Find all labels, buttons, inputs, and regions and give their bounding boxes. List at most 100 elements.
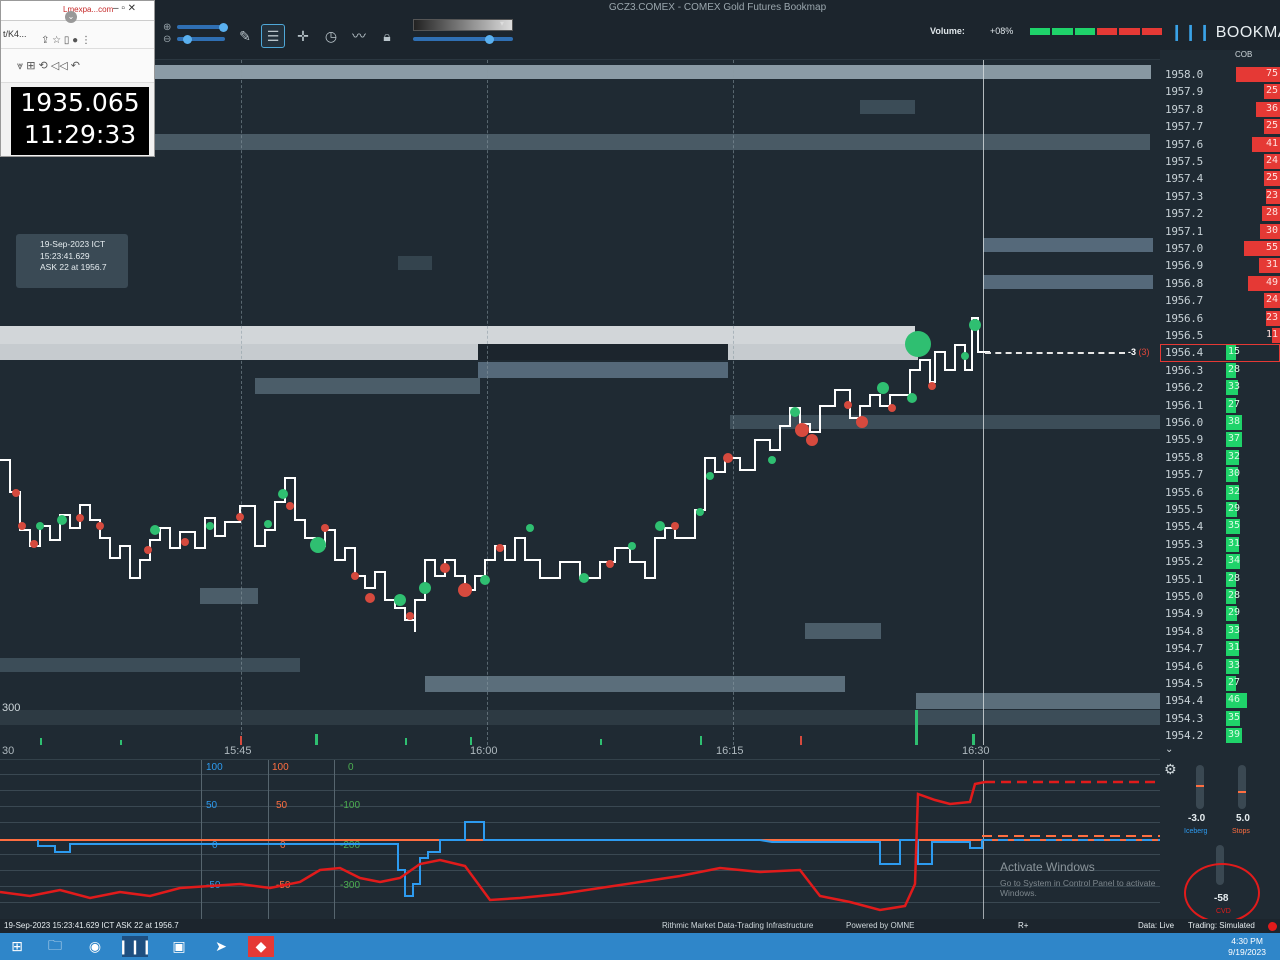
message-icon[interactable]: ☰ xyxy=(261,24,285,48)
zoom-slider-top[interactable] xyxy=(177,22,228,32)
overlay-clock-window[interactable]: Lmexpa...com – ▫ ✕ ⌄ t/K4... ⇪ ☆ ▯ ● ⋮ ⩔… xyxy=(0,0,155,157)
zoom-slider-bottom[interactable] xyxy=(177,34,225,44)
ladder-price: 1957.8 xyxy=(1165,102,1203,116)
ladder-row[interactable]: 1955.9 37 xyxy=(1160,431,1280,448)
indicator-icon[interactable]: 〰 xyxy=(352,28,366,44)
contrast-slider[interactable] xyxy=(413,34,513,44)
ladder-row[interactable]: 1958.0 75 xyxy=(1160,66,1280,83)
ladder-row[interactable]: 1957.8 36 xyxy=(1160,101,1280,118)
ladder-price: 1955.3 xyxy=(1165,537,1203,551)
ladder-price: 1955.8 xyxy=(1165,450,1203,464)
ladder-row[interactable]: 1954.2 39 xyxy=(1160,727,1280,744)
lock-icon[interactable]: 🔒︎ xyxy=(383,27,391,44)
brand-text: BOOKMAP xyxy=(1215,24,1280,41)
ladder-row[interactable]: 1954.6 33 xyxy=(1160,658,1280,675)
ladder-size-bar xyxy=(1226,449,1239,465)
ladder-qty: 24 xyxy=(1265,294,1278,306)
volume-bar xyxy=(1030,28,1162,35)
chevron-down-icon[interactable]: ⌄ xyxy=(65,11,77,23)
ladder-row[interactable]: 1955.1 28 xyxy=(1160,571,1280,588)
indicator-panel[interactable]: 100 50 0 -50 100 50 0 -50 0 -100 -200 -3… xyxy=(0,759,1160,920)
tooltip-date: 19-Sep-2023 ICT xyxy=(40,239,106,249)
overlay-url[interactable]: t/K4... xyxy=(3,29,27,39)
ladder-row[interactable]: 1956.0 38 xyxy=(1160,414,1280,431)
annotation-circle xyxy=(1184,863,1260,923)
ladder-size-bar xyxy=(1226,484,1239,500)
ladder-row[interactable]: 1956.1 27 xyxy=(1160,397,1280,414)
ladder-row[interactable]: 1954.5 27 xyxy=(1160,675,1280,692)
ladder-row[interactable]: 1957.0 55 xyxy=(1160,240,1280,257)
ladder-price: 1956.2 xyxy=(1165,381,1203,395)
ladder-row[interactable]: 1956.8 49 xyxy=(1160,275,1280,292)
window-title: GCZ3.COMEX - COMEX Gold Futures Bookmap xyxy=(155,0,1280,16)
zoom-in-icon[interactable]: ⊕ xyxy=(163,22,172,33)
ladder-row[interactable]: 1957.6 41 xyxy=(1160,136,1280,153)
ladder-row[interactable]: 1957.7 25 xyxy=(1160,118,1280,135)
ladder-row[interactable]: 1955.0 28 xyxy=(1160,588,1280,605)
bookmap-taskbar-icon[interactable]: ❙❙❙ xyxy=(117,936,153,957)
browser-tool-icons[interactable]: ⩔ ⊞ ⟲ ◁◁ ↶ xyxy=(17,60,80,72)
ladder-size-bar xyxy=(1226,658,1239,674)
window-controls[interactable]: – ▫ ✕ xyxy=(113,3,137,14)
ladder-qty: 25 xyxy=(1265,172,1278,184)
chevron-down-icon[interactable]: ⌄ xyxy=(1165,744,1174,755)
app-icon[interactable]: ▣ xyxy=(172,938,186,954)
stops-slider[interactable] xyxy=(1238,765,1246,809)
chart-tooltip: 19-Sep-2023 ICT 15:23:41.629 ASK 22 at 1… xyxy=(16,234,128,288)
price-ladder[interactable]: COB 1958.0 75 1957.9 25 1957.8 36 1957.7 25 1957… xyxy=(1160,50,1280,745)
heatmap-gradient-select[interactable] xyxy=(413,19,513,31)
ladder-row[interactable]: 1956.7 24 xyxy=(1160,292,1280,309)
ladder-row[interactable]: 1954.4 46 xyxy=(1160,692,1280,709)
ladder-row[interactable]: 1956.6 23 xyxy=(1160,310,1280,327)
ladder-row[interactable]: 1955.8 32 xyxy=(1160,449,1280,466)
ladder-row[interactable]: 1954.8 33 xyxy=(1160,623,1280,640)
ladder-qty: 33 xyxy=(1228,659,1241,671)
ladder-row[interactable]: 1957.1 30 xyxy=(1160,223,1280,240)
anydesk-icon[interactable]: ◆ xyxy=(248,936,274,957)
ladder-size-bar xyxy=(1226,362,1236,378)
ladder-row[interactable]: 1955.7 30 xyxy=(1160,466,1280,483)
pencil-icon[interactable]: ✎ xyxy=(239,27,251,44)
ladder-row[interactable]: 1957.5 24 xyxy=(1160,153,1280,170)
heatmap-chart[interactable]: -3 (3) 300 xyxy=(0,60,1160,745)
ladder-size-bar xyxy=(1264,119,1280,135)
ladder-row[interactable]: 1956.9 31 xyxy=(1160,257,1280,274)
ladder-row[interactable]: 1955.2 34 xyxy=(1160,553,1280,570)
zoom-out-icon[interactable]: ⊖ xyxy=(163,34,172,45)
ladder-size-bar xyxy=(1226,710,1240,726)
ladder-row[interactable]: 1957.2 28 xyxy=(1160,205,1280,222)
telegram-icon[interactable]: ➤ xyxy=(215,938,227,954)
ladder-row[interactable]: 1956.5 11 xyxy=(1160,327,1280,344)
file-explorer-icon[interactable]: 🗀 xyxy=(48,936,62,953)
current-time-line xyxy=(983,60,984,745)
ladder-row[interactable]: 1957.9 25 xyxy=(1160,83,1280,100)
browser-toolbar-icons[interactable]: ⇪ ☆ ▯ ● ⋮ xyxy=(41,35,91,46)
ladder-price: 1956.8 xyxy=(1165,276,1203,290)
chrome-icon[interactable]: ◉ xyxy=(88,938,102,954)
ladder-row[interactable]: 1955.5 29 xyxy=(1160,501,1280,518)
ladder-row[interactable]: 1954.9 29 xyxy=(1160,605,1280,622)
ladder-row[interactable]: 1954.3 35 xyxy=(1160,710,1280,727)
ladder-row[interactable]: 1956.3 28 xyxy=(1160,362,1280,379)
price-trace xyxy=(0,317,990,745)
gear-icon[interactable]: ⚙ xyxy=(1164,761,1177,777)
ladder-qty: 29 xyxy=(1228,503,1241,514)
windows-start-icon[interactable]: ⊞ xyxy=(11,938,23,954)
ladder-row[interactable]: 1957.3 23 xyxy=(1160,188,1280,205)
ladder-row[interactable]: 1956.4 15 xyxy=(1160,344,1280,362)
ladder-qty: 31 xyxy=(1228,642,1241,654)
ladder-qty: 24 xyxy=(1265,155,1278,166)
iceberg-slider[interactable] xyxy=(1196,765,1204,809)
ladder-row[interactable]: 1954.7 31 xyxy=(1160,640,1280,657)
orange-scale-label: 100 xyxy=(272,762,289,773)
timer-icon[interactable]: ◷ xyxy=(324,27,338,44)
ladder-row[interactable]: 1955.3 31 xyxy=(1160,536,1280,553)
ladder-row[interactable]: 1955.6 32 xyxy=(1160,484,1280,501)
ladder-size-bar xyxy=(1226,432,1242,448)
ladder-price: 1956.9 xyxy=(1165,259,1203,273)
crosshair-icon[interactable]: ✛ xyxy=(297,27,309,44)
ladder-row[interactable]: 1957.4 25 xyxy=(1160,170,1280,187)
ladder-row[interactable]: 1956.2 33 xyxy=(1160,379,1280,396)
ladder-row[interactable]: 1955.4 35 xyxy=(1160,518,1280,535)
chevron-down-icon[interactable]: ▾ xyxy=(500,19,505,28)
